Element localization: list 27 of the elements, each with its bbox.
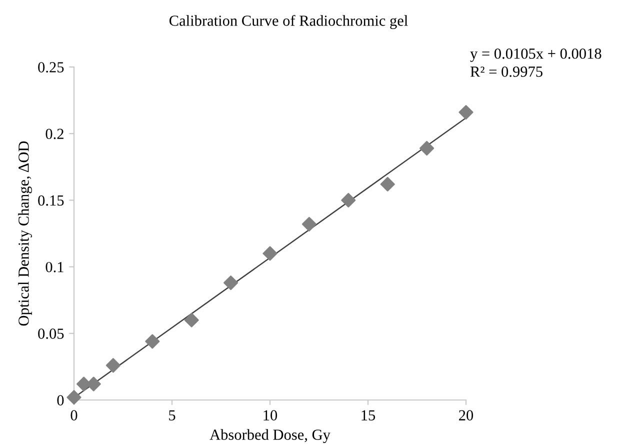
point xyxy=(458,105,474,120)
text: R² = 0.9975 xyxy=(470,66,542,77)
x-tick-label: 10 xyxy=(264,410,278,420)
y-axis-title: Optical Density Change, ΔOD xyxy=(18,141,32,326)
point xyxy=(66,390,82,405)
point xyxy=(106,358,120,373)
point xyxy=(420,140,434,156)
point xyxy=(224,276,238,290)
y-tick-label: 0.1 xyxy=(46,262,64,272)
point xyxy=(145,334,160,349)
x-tick-label: 0 xyxy=(70,410,78,420)
x-tick-label: 15 xyxy=(362,410,376,420)
point xyxy=(184,312,199,328)
y-tick-label: 0.15 xyxy=(38,195,64,206)
y-tick-label: 0.25 xyxy=(38,62,64,73)
point xyxy=(262,246,278,261)
y-tick-label: 0 xyxy=(57,395,64,406)
point xyxy=(380,176,395,192)
text: y = 0.0105x + 0.0018 xyxy=(470,48,602,62)
chart-title: Calibration Curve of Radiochromic gel xyxy=(169,14,408,30)
x-axis-title: Absorbed Dose, Gy xyxy=(210,429,330,444)
x-tick-label: 5 xyxy=(169,410,176,420)
y-tick-label: 0.05 xyxy=(38,328,64,339)
y-tick-label: 0.2 xyxy=(46,128,64,140)
point xyxy=(302,216,316,232)
point xyxy=(341,192,356,208)
x-tick-label: 20 xyxy=(459,410,474,420)
